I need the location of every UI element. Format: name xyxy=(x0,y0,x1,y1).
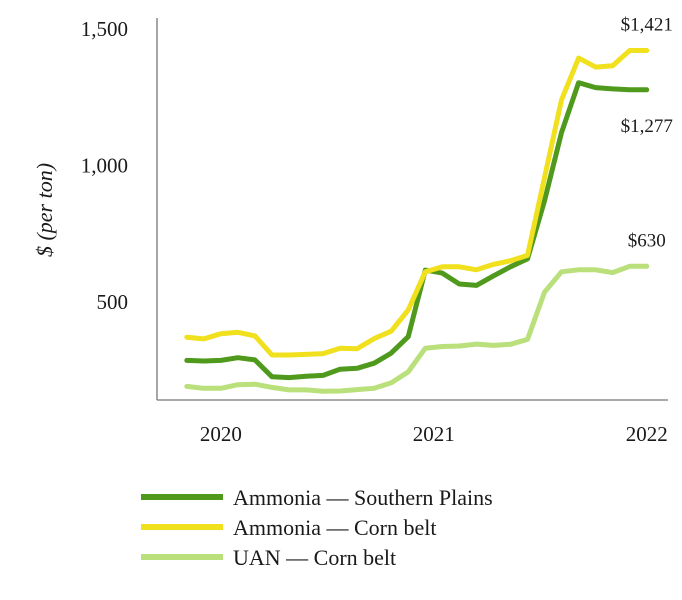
series-line-0 xyxy=(184,80,650,381)
x-tick-label: 2021 xyxy=(413,422,455,446)
x-tick-label: 2022 xyxy=(626,422,668,446)
y-tick-label: 500 xyxy=(97,290,129,314)
data-label: $630 xyxy=(628,230,666,251)
data-label: $1,421 xyxy=(621,14,673,35)
y-tick-label: 1,500 xyxy=(81,17,128,41)
x-tick-label: 2020 xyxy=(200,422,242,446)
legend-label: UAN — Corn belt xyxy=(233,545,396,570)
axes xyxy=(156,18,668,401)
series-line-1 xyxy=(184,48,650,358)
y-axis-label: $ (per ton) xyxy=(32,163,57,257)
y-tick-labels: 500 1,000 1,500 xyxy=(81,17,128,314)
y-tick-label: 1,000 xyxy=(81,153,128,177)
data-label: $1,277 xyxy=(621,116,673,137)
legend: Ammonia — Southern Plains Ammonia — Corn … xyxy=(141,485,493,570)
legend-label: Ammonia — Southern Plains xyxy=(233,485,493,510)
series-line-2 xyxy=(184,263,650,394)
legend-label: Ammonia — Corn belt xyxy=(233,515,436,540)
series-lines xyxy=(184,48,650,394)
data-labels: $1,421 $1,277 $630 xyxy=(621,14,673,251)
x-tick-labels: 2020 2021 2022 xyxy=(200,422,668,446)
